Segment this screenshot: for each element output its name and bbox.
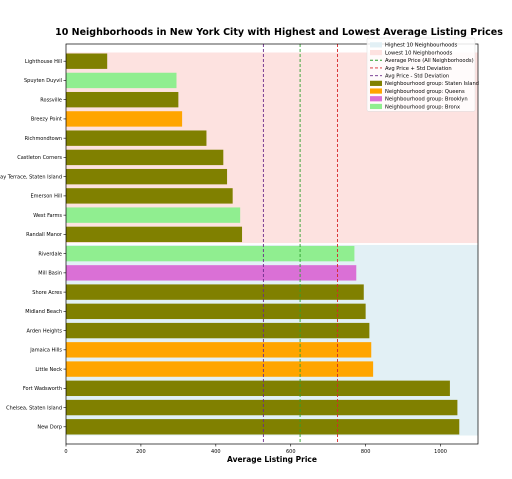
legend-swatch bbox=[370, 103, 382, 110]
y-tick-label: New Dorp bbox=[37, 425, 62, 431]
legend-swatch bbox=[370, 96, 382, 102]
legend-label: Highest 10 Neighbourhoods bbox=[385, 43, 458, 49]
bars bbox=[66, 53, 460, 435]
bar-rossville bbox=[66, 91, 179, 108]
bar-breezy-point bbox=[66, 111, 183, 127]
y-tick-label: Randall Manor bbox=[26, 232, 63, 238]
y-tick-label: Breezy Point bbox=[31, 117, 62, 123]
bar-fort-wadsworth bbox=[66, 380, 450, 397]
y-tick-label: Rossville bbox=[40, 97, 62, 103]
axes-frame bbox=[65, 43, 479, 445]
bar-castleton-corners bbox=[66, 149, 224, 166]
bar-lighthouse-hill bbox=[66, 53, 108, 69]
x-tick-label: 0 bbox=[64, 449, 67, 455]
bar-new-dorp bbox=[66, 419, 460, 435]
legend-swatch bbox=[370, 80, 382, 86]
chart-title: 10 Neighborhoods in New York City with H… bbox=[55, 27, 503, 38]
y-tick-label: Richmondtown bbox=[25, 136, 62, 142]
y-tick-label: Lighthouse Hill bbox=[25, 59, 62, 65]
legend-swatch bbox=[370, 88, 382, 94]
y-tick-label: West Farms bbox=[33, 213, 62, 219]
bar-emerson-hill bbox=[66, 188, 233, 204]
y-tick-label: Shore Acres bbox=[32, 290, 62, 296]
x-tick-label: 800 bbox=[361, 449, 371, 455]
bar-west-farms bbox=[66, 207, 241, 223]
legend-label: Neighbourhood group: Staten Island bbox=[385, 81, 479, 87]
x-tick-label: 400 bbox=[211, 449, 221, 455]
x-axis-label: Average Listing Price bbox=[227, 455, 317, 464]
bar-randall-manor bbox=[66, 226, 243, 243]
bar-shore-acres bbox=[66, 284, 364, 300]
y-tick-label: Fort Wadsworth bbox=[23, 386, 62, 392]
x-tick-label: 200 bbox=[136, 449, 146, 455]
y-tick-label: Chelsea, Staten Island bbox=[6, 405, 62, 411]
legend-label: Avg Price + Std Deviation bbox=[385, 66, 452, 72]
y-tick-label: Bay Terrace, Staten Island bbox=[0, 174, 62, 180]
bar-little-neck bbox=[66, 361, 374, 377]
bar-richmondtown bbox=[66, 130, 207, 146]
bar-jamaica-hills bbox=[66, 342, 372, 358]
legend-swatch bbox=[370, 42, 382, 48]
legend-label: Avg Price - Std Deviation bbox=[385, 73, 449, 79]
y-tick-label: Riverdale bbox=[38, 251, 62, 257]
y-tick-label: Spuyten Duyvil bbox=[24, 78, 62, 84]
bar-bay-terrace-staten-island bbox=[66, 168, 228, 185]
legend-label: Lowest 10 Neighborhoods bbox=[385, 50, 453, 56]
y-tick-label: Castleton Corners bbox=[17, 155, 62, 161]
y-tick-label: Emerson Hill bbox=[30, 194, 62, 200]
x-tick-label: 600 bbox=[286, 449, 296, 455]
y-tick-label: Jamaica Hills bbox=[29, 348, 62, 354]
x-tick-label: 1000 bbox=[434, 449, 447, 455]
legend-box bbox=[366, 37, 476, 112]
reference-lines bbox=[262, 44, 338, 444]
legend-label: Average Price (All Neighborhoods) bbox=[385, 58, 474, 64]
y-tick-label: Little Neck bbox=[35, 367, 62, 373]
y-tick-label: Arden Heights bbox=[26, 328, 62, 334]
x-axis: 0 200 400 600 800 1000 bbox=[64, 444, 447, 455]
bar-spuyten-duyvil bbox=[66, 72, 177, 89]
y-tick-label: Midland Beach bbox=[25, 309, 62, 315]
bar-arden-heights bbox=[66, 322, 370, 339]
bar-chelsea-staten-island bbox=[66, 399, 458, 416]
legend-label: Neighbourhood group: Bronx bbox=[385, 104, 460, 110]
y-axis: Lighthouse Hill Spuyten Duyvil Rossville Br… bbox=[0, 59, 66, 431]
bar-riverdale bbox=[66, 245, 355, 262]
y-tick-label: Mill Basin bbox=[38, 271, 62, 277]
legend-label: Neighbourhood group: Queens bbox=[385, 89, 465, 95]
bar-mill-basin bbox=[66, 265, 357, 281]
legend-label: Neighbourhood group: Brooklyn bbox=[385, 97, 468, 103]
legend-swatch bbox=[370, 49, 382, 56]
bar-midland-beach bbox=[66, 303, 366, 320]
